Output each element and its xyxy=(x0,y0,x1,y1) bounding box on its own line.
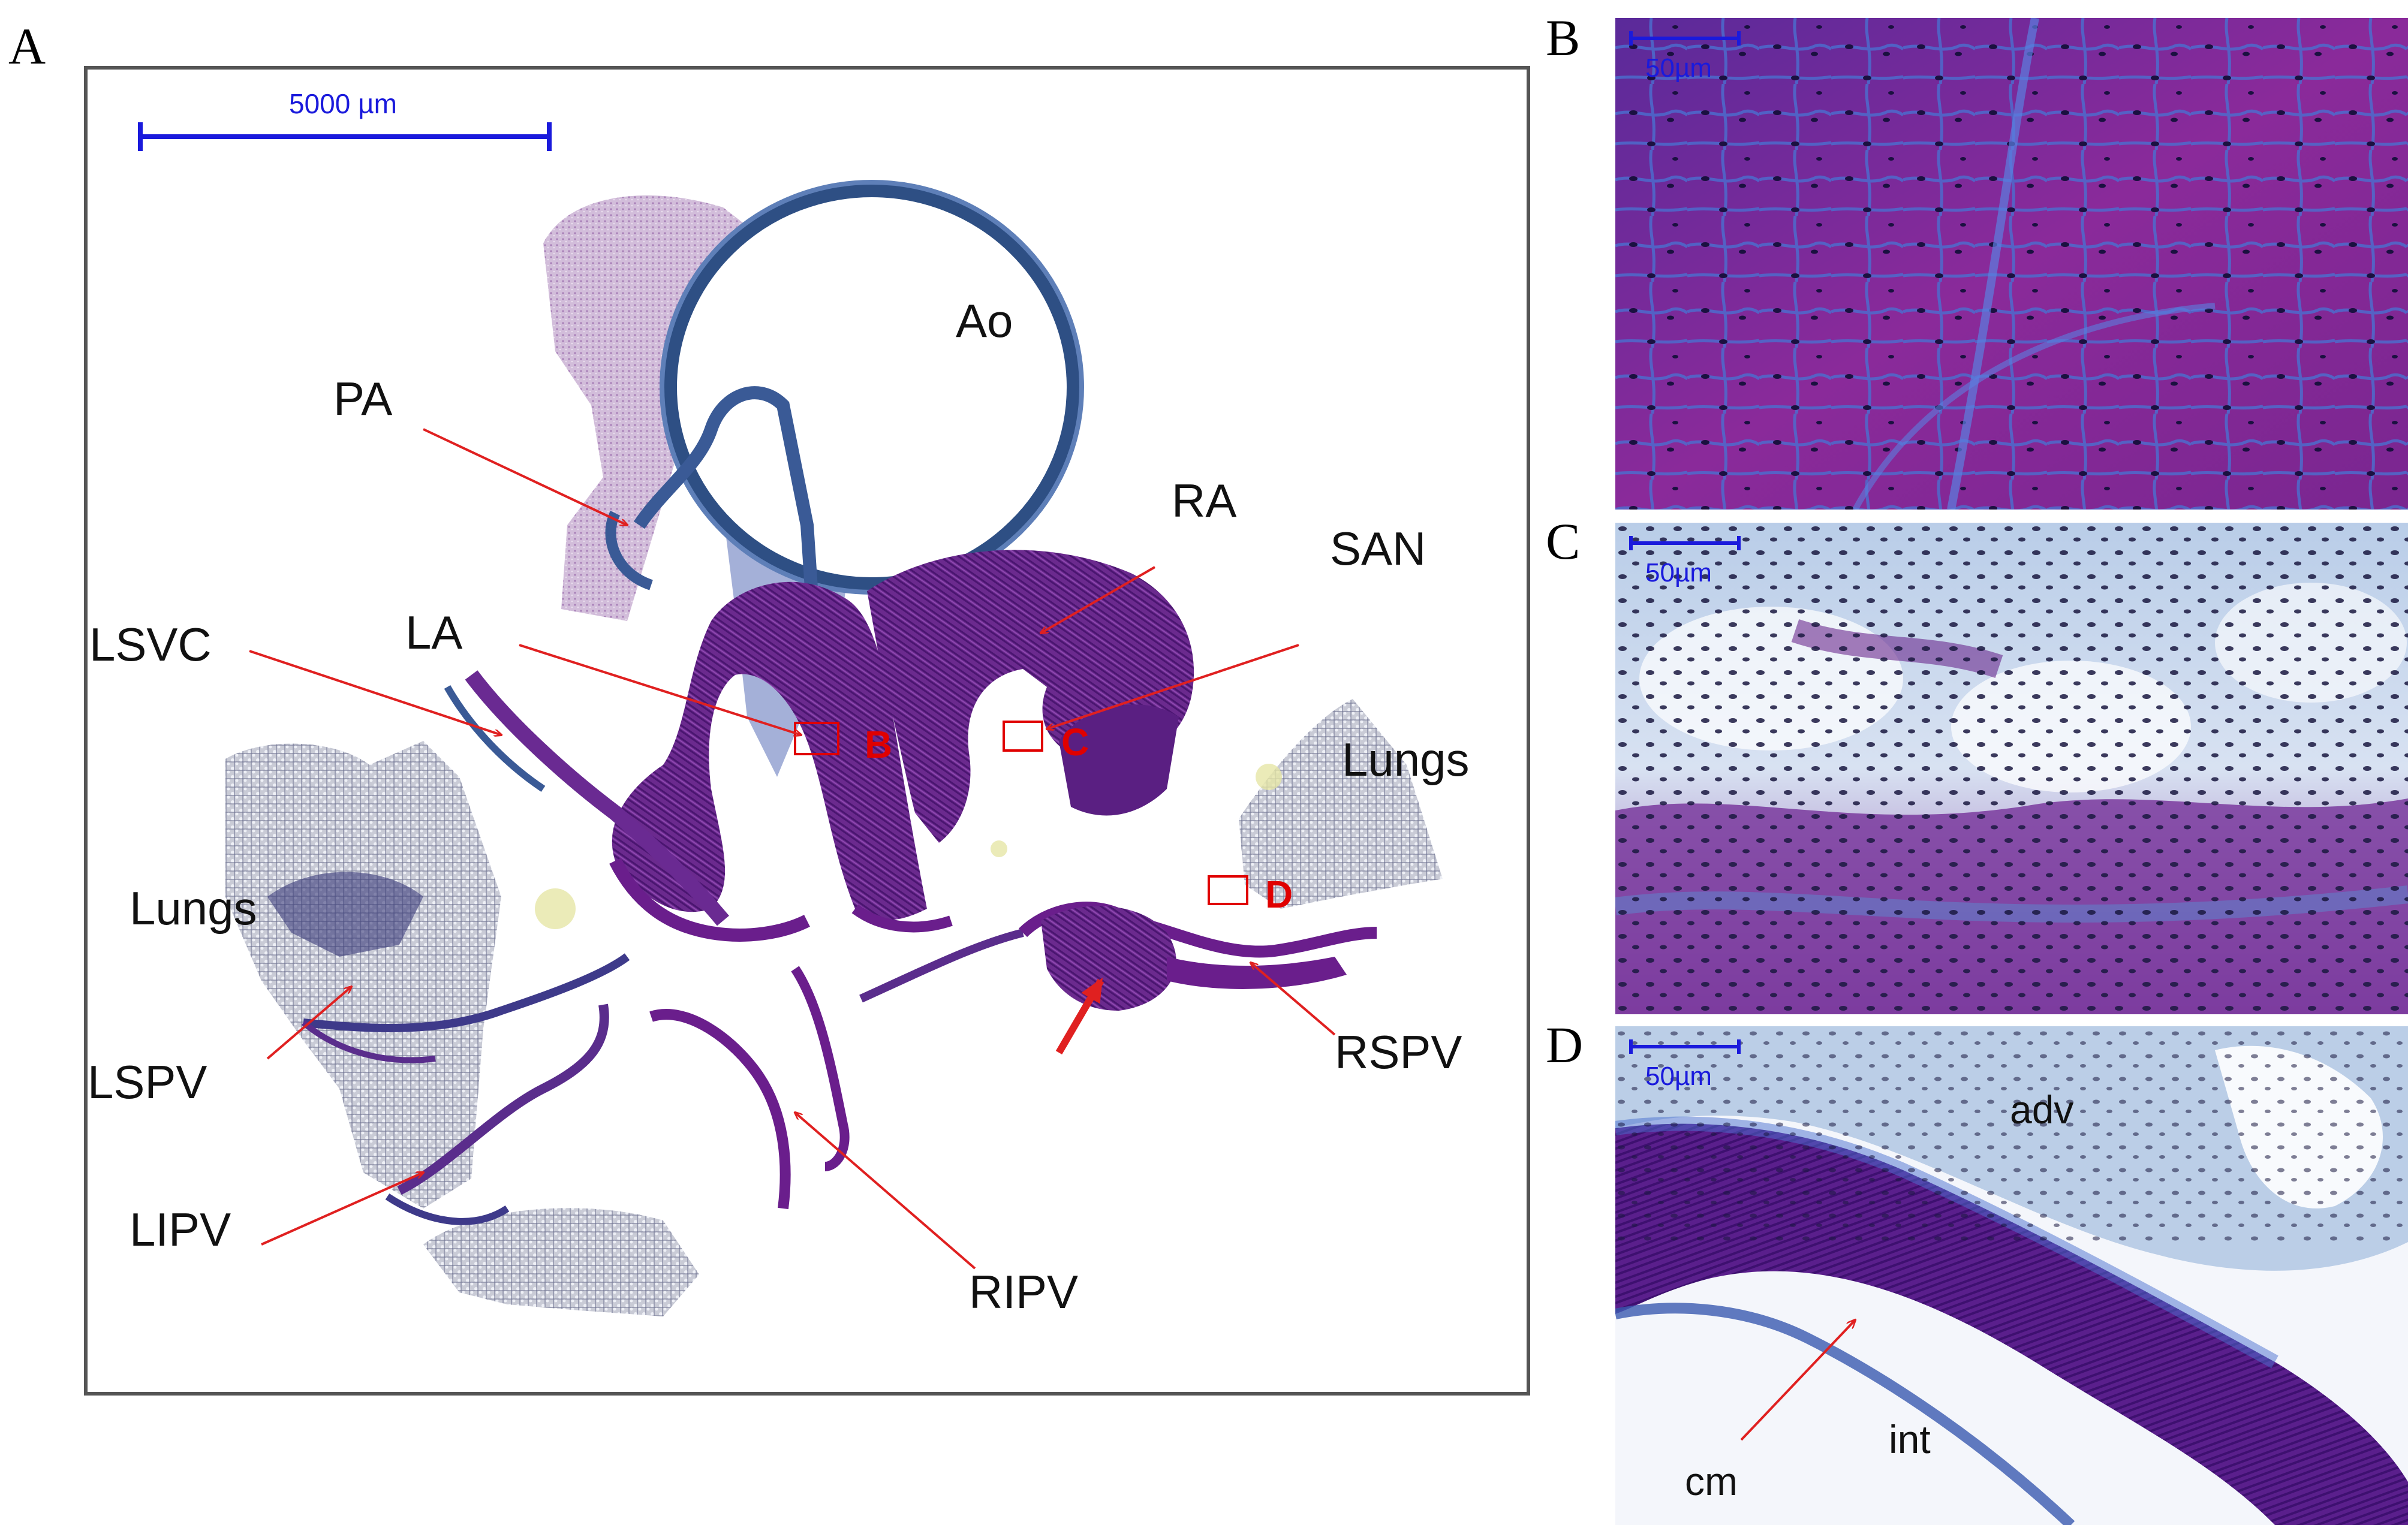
arrow-pa xyxy=(423,428,627,525)
panel-b-scale-label: 50µm xyxy=(1645,53,1712,83)
label-int: int xyxy=(1889,1417,1931,1461)
label-pa: PA xyxy=(333,372,393,425)
arrow-la xyxy=(519,644,801,735)
panel-label-b: B xyxy=(1546,9,1581,67)
label-lsvc: LSVC xyxy=(89,618,212,671)
region-box-d xyxy=(1208,875,1248,905)
arrow-lipv xyxy=(261,1173,423,1246)
panel-a-scale-bar xyxy=(138,122,552,151)
panel-c-scale-label: 50µm xyxy=(1645,558,1712,587)
arrow-rspv xyxy=(1251,963,1336,1036)
panel-d-micrograph: 50µm adv int cm xyxy=(1615,1026,2408,1525)
label-ripv: RIPV xyxy=(969,1265,1079,1318)
label-ao: Ao xyxy=(956,294,1013,347)
box-label-d: D xyxy=(1265,873,1293,916)
annotation-arrows xyxy=(249,428,1336,1270)
arrow-ra xyxy=(1041,566,1156,633)
region-box-c xyxy=(1003,721,1043,752)
label-ra: RA xyxy=(1172,474,1237,527)
arrow-lsvc xyxy=(249,650,501,735)
region-box-b xyxy=(794,722,839,755)
box-label-c: C xyxy=(1061,721,1089,764)
box-label-b: B xyxy=(865,723,893,766)
label-lungs-right: Lungs xyxy=(1342,733,1470,786)
label-lipv: LIPV xyxy=(130,1203,231,1256)
label-cm: cm xyxy=(1685,1459,1738,1503)
heart-section-image xyxy=(138,122,1443,1316)
label-lungs-left: Lungs xyxy=(130,882,257,935)
arrow-ripv xyxy=(795,1113,976,1270)
arrow-san xyxy=(1047,644,1299,729)
label-adv: adv xyxy=(2010,1087,2074,1132)
arrow-lspv xyxy=(266,987,351,1060)
label-rspv: RSPV xyxy=(1335,1026,1462,1078)
label-san: SAN xyxy=(1330,522,1426,575)
label-la: LA xyxy=(405,606,463,659)
arrow-bold xyxy=(1055,977,1104,1055)
panel-label-d: D xyxy=(1546,1016,1584,1074)
panel-a-scale-label: 5000 µm xyxy=(289,88,397,119)
panel-label-a: A xyxy=(8,17,46,75)
panel-d-scale-label: 50µm xyxy=(1645,1062,1712,1091)
label-lspv: LSPV xyxy=(88,1056,207,1108)
panel-b-micrograph: 50µm xyxy=(1615,18,2408,510)
panel-a-frame: 5000 µm Ao PA RA SAN LSVC LA Lungs Lungs… xyxy=(84,66,1530,1396)
arrow-cm xyxy=(1740,1320,1855,1441)
panel-label-c: C xyxy=(1546,513,1581,570)
panel-c-micrograph: 50µm xyxy=(1615,523,2408,1014)
